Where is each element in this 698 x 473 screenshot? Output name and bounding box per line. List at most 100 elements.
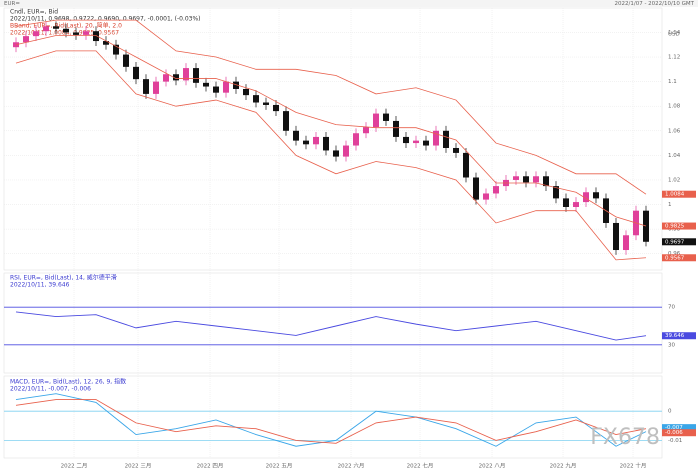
candle-body xyxy=(583,192,589,203)
candle-body xyxy=(133,66,139,80)
candle-body xyxy=(323,136,329,151)
window-title: EUR= xyxy=(4,1,20,7)
candle-body xyxy=(173,74,179,81)
candle-body xyxy=(393,120,399,137)
candle-body xyxy=(363,127,369,134)
price-panel xyxy=(3,7,663,271)
candle-body xyxy=(273,104,279,112)
candle-body xyxy=(183,68,189,81)
x-tick-label: 2022 二月 xyxy=(61,463,88,470)
candle-body xyxy=(353,133,359,146)
candle-body xyxy=(643,210,649,242)
candle-body xyxy=(373,113,379,128)
y-tick-label: 1.02 xyxy=(668,177,680,183)
lower-band-label: 0.9567 xyxy=(665,255,685,261)
candle-body xyxy=(593,192,599,199)
series-line xyxy=(15,311,647,341)
middle-band-box xyxy=(662,222,696,230)
y-tick-label: 30 xyxy=(668,342,675,348)
candle-body xyxy=(203,82,209,87)
candle-body xyxy=(453,147,459,153)
candle-body xyxy=(263,102,269,105)
candle-body xyxy=(413,140,419,144)
last-value-box xyxy=(662,332,696,340)
y-tick-label: 0 xyxy=(668,409,672,415)
series-line xyxy=(15,393,647,447)
candle-body xyxy=(403,136,409,144)
candle-body xyxy=(483,193,489,200)
x-tick-label: 2022 七月 xyxy=(407,462,434,470)
candle-body xyxy=(233,81,239,89)
candle-body xyxy=(153,81,159,94)
x-tick-label: 2022 十月 xyxy=(620,462,647,470)
candle-body xyxy=(613,222,619,251)
candle-body xyxy=(513,176,519,180)
candle-body xyxy=(523,176,529,183)
last-value-label: -0.007 xyxy=(665,425,683,431)
candle-body xyxy=(213,86,219,93)
bband-middle xyxy=(15,35,647,227)
y-tick-label: 1.14 xyxy=(668,30,681,36)
candle-body xyxy=(103,41,109,45)
candle-body xyxy=(563,198,569,207)
last-price-box xyxy=(662,238,696,246)
candle-body xyxy=(493,186,499,194)
last-value-box xyxy=(662,429,696,437)
upper-band-box xyxy=(662,190,696,198)
candle-body xyxy=(293,130,299,141)
y-tick-label: 1 xyxy=(668,202,672,208)
lower-band-box xyxy=(662,254,696,262)
candle-body xyxy=(443,130,449,148)
candle-body xyxy=(343,145,349,157)
bband-lower xyxy=(15,50,647,261)
candle-body xyxy=(13,42,19,48)
date-range: 2022/1/07 - 2022/10/10 GMT xyxy=(615,1,695,7)
candle-body xyxy=(33,31,39,37)
last-value-label: 39.646 xyxy=(665,333,685,339)
y-tick-label: 1.12 xyxy=(668,55,680,61)
candle-body xyxy=(253,95,259,103)
series-line xyxy=(15,399,647,444)
candle-body xyxy=(623,235,629,251)
x-tick-label: 2022 六月 xyxy=(338,462,365,470)
y-tick-label: -0.01 xyxy=(668,438,682,444)
candle-body xyxy=(463,152,469,178)
bband-values: 2022/10/11, 1.0084, 0.9825, 0.9567 xyxy=(10,30,119,37)
x-tick-label: 2022 三月 xyxy=(125,463,152,470)
y-tick-label: 1.08 xyxy=(668,104,681,110)
macd-title: MACD, EUR=, Bid(Last), 12, 26, 9, 指数 xyxy=(10,378,126,386)
candle-body xyxy=(73,32,79,35)
candle-body xyxy=(113,44,119,55)
candle-body xyxy=(193,68,199,83)
last-value-box xyxy=(662,424,696,432)
macd-panel xyxy=(3,375,663,459)
y-tick-label: 1.04 xyxy=(668,153,681,159)
candle-body xyxy=(313,136,319,145)
last-value-label: -0.006 xyxy=(665,430,683,436)
candle-body xyxy=(163,74,169,82)
candle-body xyxy=(143,79,149,94)
y-tick-label: 0.98 xyxy=(668,227,681,233)
candle-body xyxy=(553,186,559,199)
candle-body xyxy=(123,54,129,67)
candle-body xyxy=(23,36,29,43)
macd-subtitle: 2022/10/11, -0.007, -0.006 xyxy=(10,386,91,393)
x-tick-label: 2022 四月 xyxy=(197,463,224,470)
candle-body xyxy=(283,111,289,131)
price-subtitle: 2022/10/11, 0.9698, 0.9722, 0.9690, 0.96… xyxy=(10,16,201,23)
unit: USD xyxy=(668,32,680,38)
candle-body xyxy=(53,26,59,29)
y-tick-label: 1.06 xyxy=(668,128,681,134)
candle-body xyxy=(43,26,49,32)
y-tick-label: 1.1 xyxy=(668,79,677,85)
x-tick-label: 2022 五月 xyxy=(266,463,293,470)
candle-body xyxy=(543,176,549,187)
bband-upper xyxy=(15,19,647,195)
candle-body xyxy=(83,31,89,35)
candle-body xyxy=(423,140,429,146)
x-tick-label: 2022 八月 xyxy=(479,463,506,470)
candle-body xyxy=(533,176,539,183)
y-tick-label: 70 xyxy=(668,305,675,311)
